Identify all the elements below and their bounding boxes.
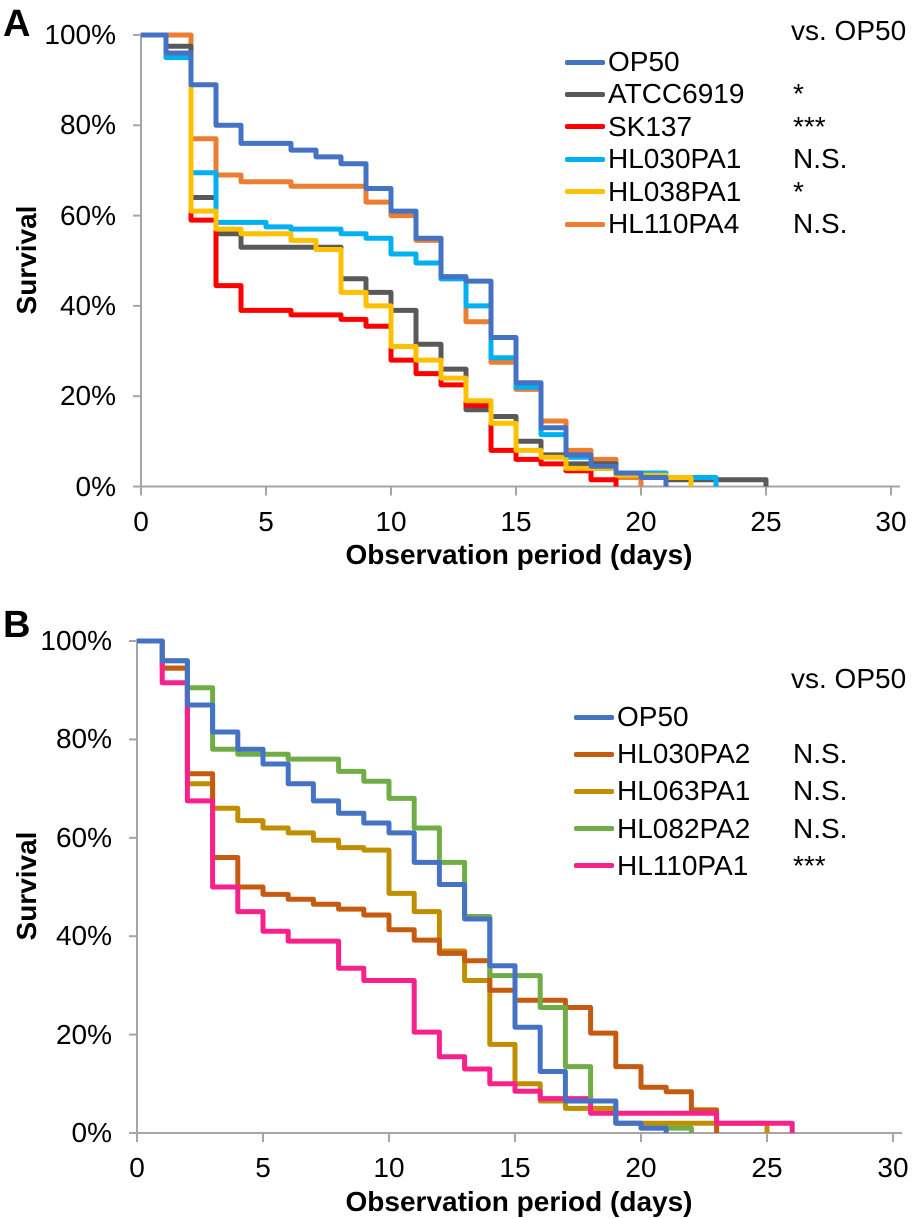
x-tick-label: 5 [255, 1152, 271, 1183]
x-tick-label: 25 [751, 1152, 783, 1183]
legend-line-HL030PA1-icon [565, 156, 605, 162]
legend-line-SK137-icon [565, 124, 605, 130]
panel-a-letter: A [3, 3, 31, 45]
comparison-header-panel-b: vs. OP50 [791, 663, 907, 694]
x-tick-label: 15 [500, 505, 532, 537]
legend-label-HL110PA1: HL110PA1 [617, 849, 749, 881]
legend-line-HL030PA2-icon [574, 751, 614, 757]
panel-b-letter: B [3, 604, 31, 646]
legend-label-HL063PA1: HL063PA1 [617, 775, 751, 807]
x-tick-label: 15 [499, 1152, 531, 1183]
significance-ATCC6919: * [793, 78, 804, 110]
significance-HL110PA4: N.S. [793, 208, 848, 239]
x-tick-label: 5 [258, 505, 274, 537]
x-tick-label: 10 [373, 1152, 405, 1183]
significance-HL110PA1: *** [793, 849, 826, 881]
legend-line-ATCC6919-icon [565, 91, 605, 97]
x-tick-label: 10 [375, 505, 407, 537]
legend-line-HL110PA4-icon [565, 221, 605, 227]
legend-line-OP50-icon [574, 714, 614, 720]
series-line-HL110PA1-panel-B [137, 638, 795, 1133]
legend-line-HL110PA1-icon [574, 863, 614, 869]
x-tick-label: 30 [877, 1152, 909, 1183]
series-line-HL038PA1-panel-A [141, 32, 694, 487]
significance-HL082PA2: N.S. [793, 812, 848, 844]
legend-label-HL030PA2: HL030PA2 [617, 738, 751, 770]
series-line-OP50-panel-A [141, 32, 669, 487]
y-tick-label: 0% [75, 470, 116, 502]
x-tick-label: 0 [133, 505, 149, 537]
survival-chart-panel-b [129, 638, 902, 1142]
y-tick-label: 60% [59, 199, 116, 231]
y-tick-label: 20% [59, 380, 116, 412]
legend-label-ATCC6919: ATCC6919 [608, 78, 745, 110]
significance-HL038PA1: * [793, 175, 804, 207]
y-tick-label: 100% [40, 625, 112, 656]
x-tick-label: 25 [750, 505, 782, 537]
legend-line-HL063PA1-icon [574, 788, 614, 794]
legend-label-HL038PA1: HL038PA1 [608, 175, 742, 207]
legend-label-OP50: OP50 [608, 46, 680, 77]
legend-line-OP50-icon [565, 59, 605, 65]
legend-label-OP50: OP50 [617, 701, 689, 732]
survival-chart-panel-a [133, 32, 900, 496]
axis-lines [140, 33, 900, 488]
legend-label-HL082PA2: HL082PA2 [617, 812, 751, 844]
legend-line-HL038PA1-icon [565, 189, 605, 195]
y-tick-label: 40% [59, 289, 116, 321]
series-line-HL030PA2-panel-B [137, 638, 720, 1133]
y-tick-label: 80% [55, 723, 112, 755]
y-tick-label: 60% [55, 821, 112, 853]
series-line-OP50-panel-B [137, 638, 669, 1133]
x-tick-label: 20 [625, 505, 657, 537]
x-tick-label: 0 [129, 1152, 145, 1183]
significance-HL030PA2: N.S. [793, 738, 848, 770]
legend-line-HL082PA2-icon [574, 826, 614, 832]
y-tick-label: 20% [55, 1018, 112, 1050]
comparison-header-panel-a: vs. OP50 [791, 15, 907, 46]
significance-SK137: *** [793, 110, 826, 142]
y-tick-label: 80% [59, 109, 116, 141]
legend-label-HL030PA1: HL030PA1 [608, 143, 742, 175]
legend-label-SK137: SK137 [608, 110, 693, 142]
y-tick-label: 40% [55, 920, 112, 952]
x-tick-label: 20 [625, 1152, 657, 1183]
legend-label-HL110PA4: HL110PA4 [608, 208, 740, 239]
y-tick-label: 0% [71, 1117, 112, 1148]
y-tick-label: 100% [44, 19, 116, 50]
x-axis-title-panel-a: Observation period (days) [345, 539, 693, 570]
x-tick-label: 30 [875, 505, 907, 537]
significance-HL063PA1: N.S. [793, 775, 848, 807]
x-axis-title-panel-b: Observation period (days) [345, 1186, 693, 1217]
significance-HL030PA1: N.S. [793, 143, 848, 175]
